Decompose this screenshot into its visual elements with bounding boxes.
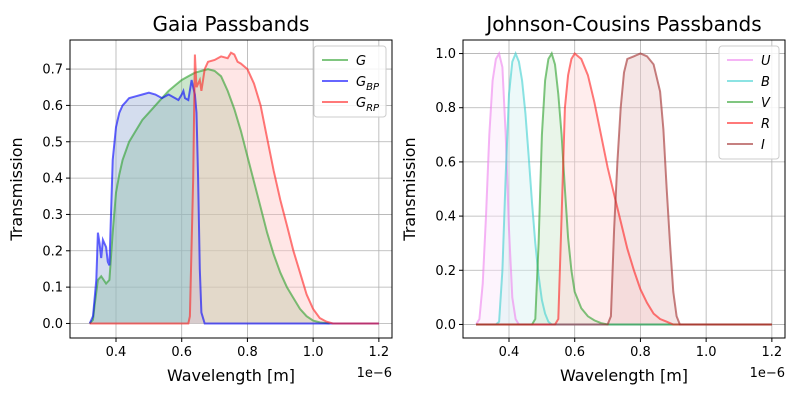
line-b bbox=[476, 50, 772, 326]
y-tick-labels: 0.0 0.1 0.2 0.3 0.4 0.5 0.6 0.7 bbox=[42, 63, 63, 332]
line-g-bp bbox=[88, 79, 379, 325]
y-tick-label: 0.2 bbox=[435, 264, 456, 279]
legend-label: B bbox=[761, 75, 770, 90]
x-axis-label: Wavelength [m] bbox=[560, 366, 688, 385]
plot-frame bbox=[462, 39, 786, 339]
tick-marks bbox=[66, 68, 380, 342]
x-tick-label: 1.2 bbox=[762, 345, 783, 360]
x-tick-label: 1.0 bbox=[303, 345, 324, 360]
line-r bbox=[476, 51, 772, 326]
y-tick-labels: 0.0 0.2 0.4 0.6 0.8 1.0 bbox=[435, 47, 456, 333]
line-u bbox=[475, 50, 772, 326]
area-g bbox=[89, 69, 330, 324]
x-tick-labels: 0.4 0.6 0.8 1.0 1.2 bbox=[106, 345, 390, 360]
legend-label: R bbox=[761, 117, 770, 132]
line-i bbox=[476, 52, 772, 326]
y-axis-label: Transmission bbox=[400, 137, 419, 241]
y-tick-label: 0.6 bbox=[435, 155, 456, 170]
series-areas bbox=[476, 53, 772, 325]
y-tick-label: 0.4 bbox=[42, 172, 63, 187]
y-axis-label: Transmission bbox=[7, 137, 26, 241]
area-u bbox=[476, 53, 772, 325]
legend-label: G bbox=[356, 54, 366, 69]
chart-title: Gaia Passbands bbox=[153, 12, 310, 36]
legend-label-subscript: BP bbox=[366, 82, 380, 93]
x-tick-label: 0.4 bbox=[499, 345, 520, 360]
x-tick-label: 0.8 bbox=[630, 345, 651, 360]
y-tick-label: 0.6 bbox=[42, 99, 63, 114]
series-areas bbox=[89, 52, 379, 324]
x-tick-label: 0.8 bbox=[237, 345, 258, 360]
line-v bbox=[476, 51, 772, 326]
gaia-passbands-chart: Gaia Passbands 0.4 0.6 0.8 1.0 1.2 0.0 0.1 0.2… bbox=[7, 12, 393, 385]
legend-label-subscript: RP bbox=[366, 103, 380, 114]
y-tick-label: 0.3 bbox=[42, 208, 63, 223]
area-g-rp bbox=[89, 52, 379, 324]
chart-title: Johnson-Cousins Passbands bbox=[484, 12, 761, 36]
x-tick-label: 0.4 bbox=[106, 345, 127, 360]
y-tick-label: 1.0 bbox=[435, 47, 456, 62]
area-v bbox=[476, 53, 772, 325]
legend-box bbox=[313, 45, 387, 118]
area-b bbox=[476, 53, 772, 325]
y-tick-label: 0.5 bbox=[42, 135, 63, 150]
x-tick-label: 1.0 bbox=[696, 345, 717, 360]
x-tick-label: 0.6 bbox=[564, 345, 585, 360]
y-tick-label: 0.4 bbox=[435, 210, 456, 225]
x-tick-labels: 0.4 0.6 0.8 1.0 1.2 bbox=[499, 345, 783, 360]
area-r bbox=[476, 53, 772, 325]
y-tick-label: 0.1 bbox=[42, 281, 63, 296]
plot-frame bbox=[69, 39, 393, 339]
legend-label: U bbox=[761, 54, 771, 69]
y-tick-label: 0.7 bbox=[42, 63, 63, 78]
y-tick-label: 0.2 bbox=[42, 244, 63, 259]
x-axis-label: Wavelength [m] bbox=[167, 366, 295, 385]
x-offset-label: 1e−6 bbox=[357, 366, 392, 381]
x-tick-label: 1.2 bbox=[369, 345, 390, 360]
line-g-rp bbox=[89, 51, 379, 325]
johnson-cousins-passbands-chart: Johnson-Cousins Passbands 0.4 0.6 0.8 1.0 1.… bbox=[400, 12, 786, 385]
tick-marks bbox=[459, 53, 773, 342]
series-lines bbox=[475, 50, 772, 326]
line-g bbox=[88, 68, 330, 325]
legend-label: I bbox=[761, 138, 765, 153]
y-tick-label: 0.0 bbox=[42, 317, 63, 332]
y-tick-label: 0.0 bbox=[435, 318, 456, 333]
y-tick-label: 0.8 bbox=[435, 101, 456, 116]
x-tick-label: 0.6 bbox=[171, 345, 192, 360]
area-g-bp bbox=[89, 80, 379, 324]
series-lines bbox=[88, 51, 379, 325]
area-i bbox=[476, 53, 772, 325]
x-offset-label: 1e−6 bbox=[750, 366, 785, 381]
legend-label: V bbox=[761, 96, 771, 111]
